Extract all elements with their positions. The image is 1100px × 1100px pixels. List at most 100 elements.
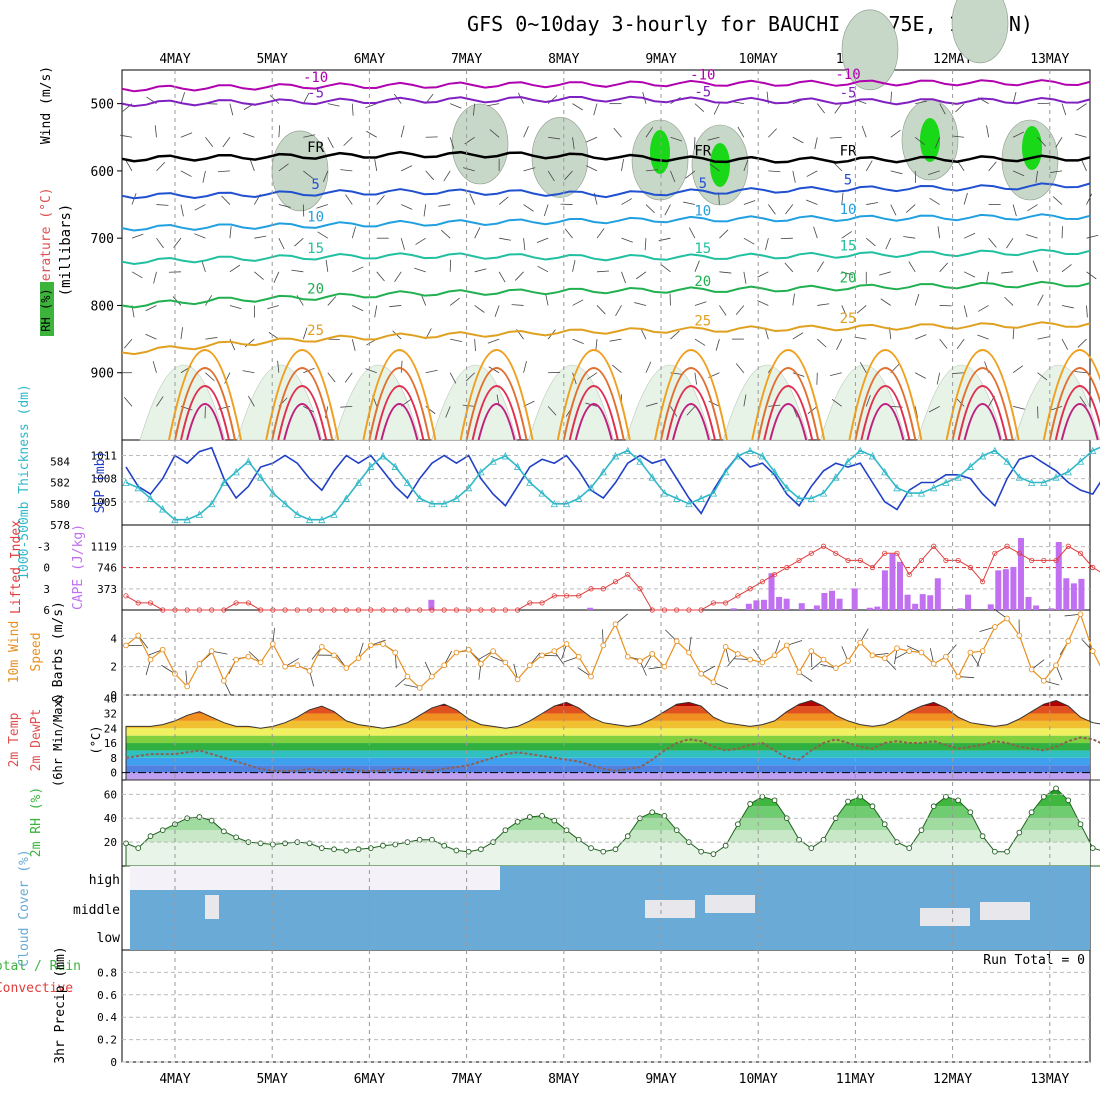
wind-barb [1074,133,1087,138]
wind-barb [813,226,818,239]
cloud-mid-gap [705,895,755,913]
rh-point [1053,785,1059,792]
cape-bar [1055,542,1062,610]
wind-speed-point [649,651,656,657]
thickness-point [477,467,485,476]
wind-speed-point [331,652,337,659]
thickness-point [452,494,461,502]
wind-barb [694,372,697,385]
wind-speed-point [1040,677,1047,684]
thickness-tick-label: 582 [50,477,70,490]
wind-barb [445,406,451,418]
wind-barb [743,394,747,407]
li-point [392,607,398,613]
cape-bar [912,603,919,610]
wind-barb [449,372,457,384]
li-point [723,600,729,606]
rh-point [147,833,154,839]
temp-band [126,743,1090,751]
thickness-point [893,483,901,492]
thickness-tick-label: 584 [50,455,70,468]
wind-speed-point [526,662,533,669]
wind-barb [221,195,231,205]
rh-cloud [531,117,589,198]
rh-point [318,845,325,851]
li-tick-label: 6 [43,604,50,617]
wind-speed-point [1016,632,1023,639]
wind-barb [718,192,720,205]
wind-barb [343,136,353,146]
li-point [1077,550,1084,556]
rh-point [869,803,876,810]
wind-barb [708,400,720,407]
precip-tick-label: 0.4 [97,1011,117,1024]
wind-speed-point [600,642,607,649]
wind-barb [537,265,549,273]
cape-bar [428,599,435,610]
temp-tick-label: 24 [104,722,118,735]
rh-point [992,848,998,855]
isotherm-line [121,280,1091,309]
li-tick-label: 3 [43,583,50,596]
thickness-point [1064,467,1072,476]
wind-barb [180,204,184,217]
thickness-point [244,457,253,465]
wind-speed-point [894,645,900,652]
ylabel-precip-total: Total / Rain [0,959,81,974]
wind-barb [205,372,215,382]
thickness-point [1089,446,1097,455]
rh-point [563,827,570,834]
li-point [282,607,288,613]
wind-barb [1037,294,1044,306]
temp-tick-label: 8 [110,752,117,765]
surface-isotherm [763,385,814,441]
li-point [331,607,337,613]
temp-tick-label: 16 [104,737,117,750]
li-point [918,557,925,564]
ylabel-minmax: (6hr Min/Max) [51,693,65,787]
wind-barb [376,195,385,205]
wind-barb [547,406,557,416]
wind-barb [915,372,926,379]
wind-speed-point [233,656,239,663]
wind-barb [125,160,133,172]
thickness-point [746,446,754,455]
surface-isotherm [174,367,236,441]
wind-barb [986,125,990,138]
rh-point [1077,821,1084,828]
rh-point [955,797,962,804]
rh-tick-label: 20 [104,836,117,849]
wind-barb [131,271,143,279]
rh-point [1089,845,1096,851]
wind-barb [1077,338,1087,348]
wind-barb [1086,234,1099,239]
wind-barb [352,266,364,273]
li-point [306,607,313,613]
wind-barb [1076,103,1087,111]
wind-speed-point [392,649,399,656]
ylabel-temp2m: 2m Temp [7,712,22,767]
wind-barb [1050,170,1063,173]
ylabel-wind10m-c: & Barbs (m/s) [51,601,66,703]
li-point [514,607,521,613]
wind-barb [1079,396,1087,407]
ylabel-slp: SLP (mb) [93,451,108,514]
wind-speed-point [441,662,448,669]
wind-barb [302,92,310,104]
wind-barb [743,271,747,284]
wind-barb [156,396,164,407]
wind-barb [683,201,696,205]
rh-point [906,845,913,851]
wind-barb [645,204,655,214]
temp-tick-label: 32 [104,707,117,720]
li-point [1004,543,1010,549]
thickness-point [256,473,265,481]
slp-tick-label: 1011 [91,449,118,462]
wind-barb [205,137,214,147]
wind-barb [229,103,234,116]
li-point [527,600,533,606]
wind-speed-point [771,652,778,659]
surface-isotherm [574,403,613,441]
cape-bar [1033,605,1040,610]
thickness-point [575,494,583,502]
